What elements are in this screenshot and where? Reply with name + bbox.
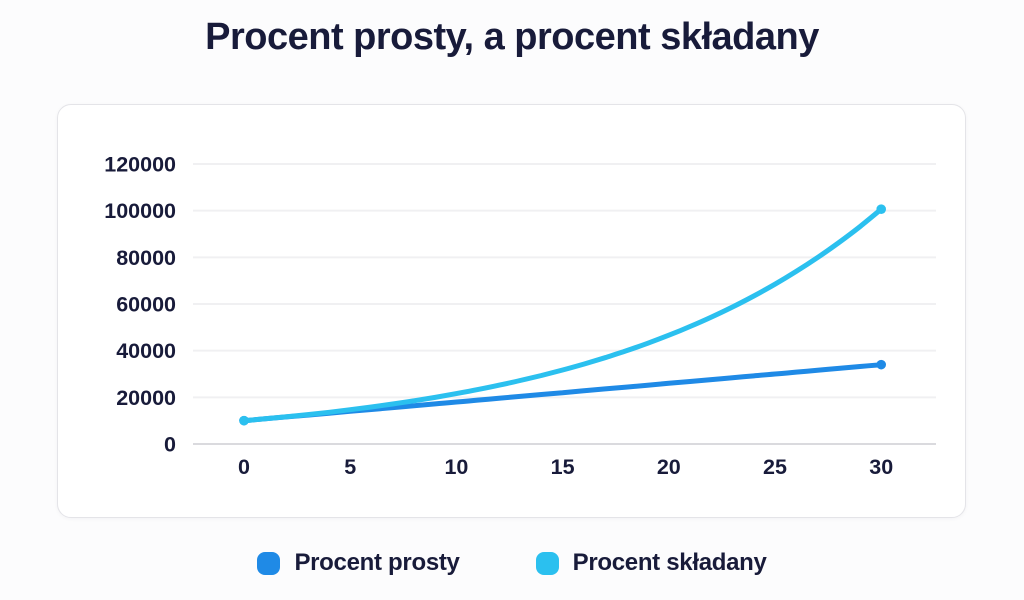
series-endpoint-dot-compound	[239, 415, 249, 426]
series-endpoint-dot-simple	[876, 359, 886, 370]
legend-label: Procent prosty	[294, 549, 460, 576]
series-endpoint-dot-compound	[876, 204, 886, 215]
x-tick-label: 10	[444, 455, 468, 479]
x-tick-label: 0	[238, 455, 250, 479]
x-tick-label: 20	[657, 455, 681, 479]
legend-item-procent-skladany: Procent składany	[535, 549, 767, 577]
line-chart: 0 20000 40000 60000 80000 100000 120000 0 5 10 15 2…	[104, 153, 936, 479]
rounded-square-dot-icon	[535, 551, 559, 575]
x-tick-label: 25	[763, 455, 787, 479]
y-tick-label: 120000	[104, 153, 176, 177]
legend-label: Procent składany	[572, 549, 767, 576]
y-tick-label: 60000	[116, 293, 176, 317]
y-tick-label: 40000	[116, 339, 176, 363]
y-tick-label: 100000	[104, 199, 176, 223]
rounded-square-dot-icon	[257, 551, 281, 575]
chart-card: 0 20000 40000 60000 80000 100000 120000 0 5 10 15 2…	[57, 104, 966, 518]
y-tick-label: 20000	[116, 386, 176, 410]
chart-title: Procent prosty, a procent składany	[205, 16, 819, 58]
series-line-compound	[241, 206, 884, 424]
legend-item-procent-prosty: Procent prosty	[257, 549, 460, 577]
chart-legend: Procent prosty Procent składany	[0, 549, 1024, 577]
x-tick-label: 15	[551, 455, 575, 479]
x-tick-label: 30	[869, 455, 893, 479]
y-tick-label: 0	[164, 433, 176, 457]
y-tick-label: 80000	[116, 246, 176, 270]
x-tick-label: 5	[344, 455, 356, 479]
